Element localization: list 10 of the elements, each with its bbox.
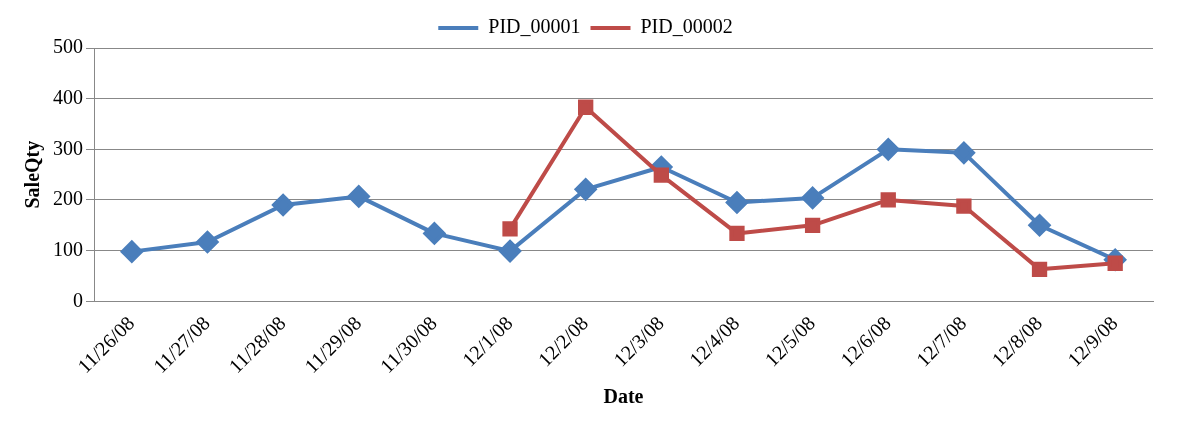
y-tick-label: 500 (53, 35, 83, 58)
x-axis-title: Date (603, 385, 644, 408)
y-tick-label: 400 (53, 85, 83, 108)
legend-label: PID_00001 (488, 15, 581, 38)
y-tick-label: 300 (53, 136, 83, 159)
y-tick-label: 100 (53, 237, 83, 260)
y-axis-title: SaleQty (21, 140, 45, 209)
y-tick-label: 0 (73, 288, 83, 311)
legend-label: PID_00002 (640, 15, 733, 38)
y-tick-label: 200 (53, 187, 83, 210)
